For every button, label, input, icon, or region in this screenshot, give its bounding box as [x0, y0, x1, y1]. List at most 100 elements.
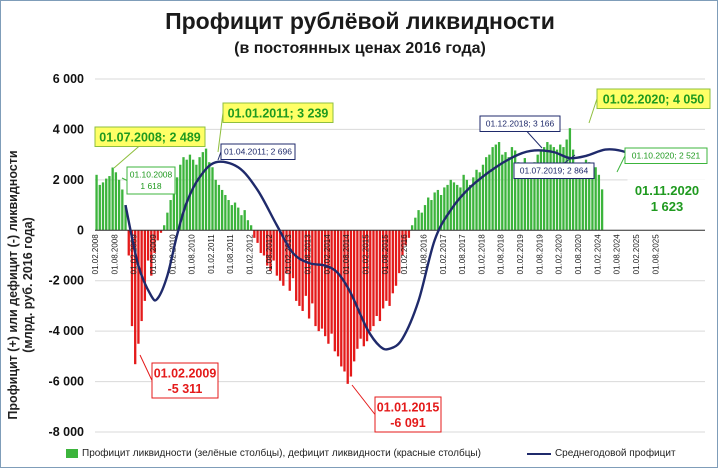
annotation-text: 1 623 [651, 199, 684, 214]
bar [423, 205, 427, 231]
bar [472, 177, 475, 231]
annotation-box [126, 166, 176, 195]
bar [259, 230, 262, 253]
bar [359, 230, 362, 339]
x-tick-label: 01.08.2016 [419, 234, 428, 275]
bar [230, 205, 233, 231]
annotation-box [220, 143, 296, 160]
annotation-box [513, 162, 595, 179]
bar [510, 147, 514, 231]
bar [410, 225, 414, 231]
bar [485, 157, 488, 231]
x-tick-label: 01.02.2013 [284, 234, 293, 275]
annotation-text: -6 091 [390, 416, 425, 430]
x-tick-label: 01.02.2018 [477, 234, 486, 275]
bar [314, 230, 317, 327]
legend: Профицит ликвидности (зелёные столбцы), … [66, 448, 676, 459]
bar [204, 148, 208, 231]
annotation-leader [351, 384, 376, 415]
annotation-text: 01.07.2008; 2 489 [99, 131, 201, 145]
bar [349, 230, 353, 377]
bar [134, 230, 137, 365]
chart-subtitle: (в постоянных ценах 2016 года) [234, 40, 486, 57]
x-tick-label: 01.02.2019 [516, 234, 525, 275]
bar [526, 164, 530, 231]
x-tick-label: 01.02.2011 [207, 234, 216, 274]
bar [468, 184, 472, 231]
bar [507, 157, 510, 231]
bar [150, 230, 153, 276]
legend-label-line: Среднегодовой профицит [554, 448, 676, 459]
bar [275, 230, 279, 276]
bar [163, 225, 166, 231]
annotation-text: 01.04.2011; 2 696 [224, 147, 292, 157]
bar [166, 212, 169, 231]
x-tick-label: 01.08.2017 [458, 234, 467, 275]
bar [127, 230, 130, 256]
bar [439, 194, 443, 231]
bar [533, 162, 536, 231]
annotation-box [624, 147, 708, 164]
bar [146, 230, 150, 261]
legend-item-bars: Профицит ликвидности (зелёные столбцы), … [66, 448, 481, 459]
bar [295, 230, 298, 301]
bar [217, 184, 221, 231]
bar [336, 230, 340, 357]
x-tick-label: 01.02.2012 [246, 234, 255, 275]
bar [327, 230, 330, 344]
bar [105, 178, 108, 231]
y-tick-label: -4 000 [49, 324, 84, 338]
bar [546, 142, 549, 231]
bar [494, 144, 497, 231]
annotation-leader [121, 177, 128, 181]
bar [246, 220, 250, 231]
bar [591, 164, 594, 231]
bar [208, 162, 211, 231]
bar [240, 215, 243, 231]
bar [182, 157, 185, 231]
bar [117, 179, 121, 231]
x-tick-label: 01.02.2024 [593, 234, 602, 275]
bar [175, 177, 179, 231]
bar [462, 174, 465, 231]
bar [459, 187, 462, 231]
bar [517, 162, 520, 231]
bar [481, 164, 485, 231]
bar [101, 182, 105, 231]
bar [333, 230, 336, 352]
annotation-text: 01.02.2020; 4 050 [603, 93, 705, 107]
bar [185, 159, 188, 231]
bar [420, 212, 423, 231]
annotation-box [627, 179, 707, 217]
bar [436, 189, 440, 231]
bar [575, 167, 578, 231]
bar [278, 230, 282, 281]
bar [362, 230, 365, 347]
x-tick-label: 01.08.2011 [226, 234, 235, 274]
bar [378, 230, 382, 322]
bar [143, 230, 147, 301]
bar [285, 230, 288, 274]
bar [581, 166, 584, 231]
bar [249, 225, 253, 231]
bar [301, 230, 304, 311]
x-tick-label: 01.08.2014 [342, 234, 351, 275]
bar [243, 210, 246, 231]
bar [307, 230, 311, 319]
bar [179, 164, 182, 231]
x-tick-label: 01.08.2018 [497, 234, 506, 275]
bar [398, 230, 401, 274]
bar [356, 230, 359, 349]
bar [443, 187, 446, 231]
bar [198, 157, 201, 231]
bar [381, 230, 385, 309]
bar [465, 179, 469, 231]
bar [449, 179, 452, 231]
bar [121, 189, 124, 231]
bar [156, 230, 159, 241]
bar [137, 230, 140, 344]
bar [578, 169, 581, 231]
bar [523, 158, 526, 231]
bar [536, 154, 539, 231]
